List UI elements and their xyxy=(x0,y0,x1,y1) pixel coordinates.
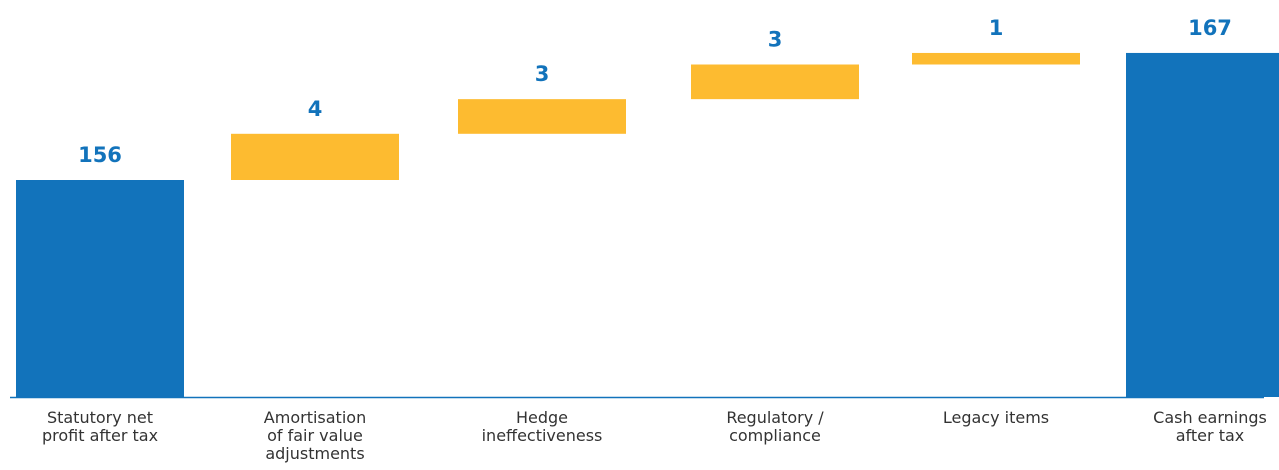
bars-group xyxy=(16,52,1279,397)
category-label-line: after tax xyxy=(1176,426,1244,445)
category-label-5: Legacy items xyxy=(943,408,1049,427)
category-label-3: Hedge ineffectiveness xyxy=(482,408,603,445)
bar-1 xyxy=(16,180,184,397)
category-label-line: profit after tax xyxy=(42,426,158,445)
category-label-line: Statutory net xyxy=(47,408,153,427)
category-label-line: of fair value xyxy=(267,426,363,445)
category-label-line: Regulatory / xyxy=(726,408,824,427)
value-label-6: 167 xyxy=(1188,16,1232,40)
bar-6 xyxy=(1126,52,1279,397)
value-label-3: 3 xyxy=(535,62,550,86)
value-label-1: 156 xyxy=(78,143,122,167)
category-label-1: Statutory net profit after tax xyxy=(42,408,158,445)
category-label-line: Hedge xyxy=(516,408,568,427)
category-label-line: ineffectiveness xyxy=(482,426,603,445)
value-label-4: 3 xyxy=(768,28,783,52)
category-label-line: compliance xyxy=(729,426,821,445)
value-labels-group: 156 4 3 3 1 167 xyxy=(78,16,1232,167)
category-label-line: Legacy items xyxy=(943,408,1049,427)
category-label-4: Regulatory / compliance xyxy=(726,408,824,445)
value-label-5: 1 xyxy=(989,16,1004,40)
value-label-2: 4 xyxy=(308,97,323,121)
category-labels-group: Statutory net profit after tax Amortisatio… xyxy=(42,408,1267,463)
category-label-line: Cash earnings xyxy=(1153,408,1267,427)
category-label-2: Amortisation of fair value adjustments xyxy=(264,408,366,463)
bar-5 xyxy=(912,52,1080,65)
category-label-line: Amortisation xyxy=(264,408,366,427)
bar-3 xyxy=(458,99,626,134)
category-label-6: Cash earnings after tax xyxy=(1153,408,1267,445)
bar-2 xyxy=(231,133,399,180)
category-label-line: adjustments xyxy=(265,444,364,463)
bar-4 xyxy=(691,64,859,100)
